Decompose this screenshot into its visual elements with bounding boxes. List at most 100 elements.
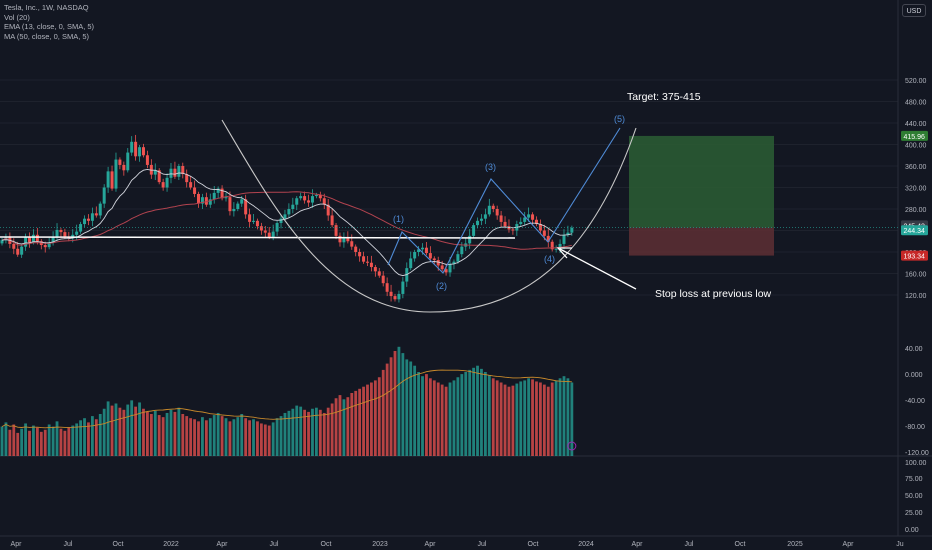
candle-body xyxy=(362,256,366,262)
candle xyxy=(193,180,197,198)
candle-body xyxy=(519,221,523,225)
volume-bar xyxy=(448,382,452,456)
candle-body xyxy=(220,188,224,199)
candle xyxy=(307,194,311,207)
volume-bar xyxy=(330,403,334,456)
candle xyxy=(413,249,417,262)
volume-bar xyxy=(12,424,16,456)
volume-bar xyxy=(216,412,220,456)
volume-bar xyxy=(468,369,472,456)
volume-bar xyxy=(322,412,326,456)
candle-body xyxy=(255,220,259,227)
volume-bar xyxy=(303,409,307,456)
volume-bar xyxy=(185,416,189,456)
candle xyxy=(200,193,204,209)
oscillator-tick-label: 25.00 xyxy=(905,510,923,517)
candle-body xyxy=(283,214,287,219)
volume-bar xyxy=(63,430,67,456)
support-line[interactable] xyxy=(0,236,516,239)
candle xyxy=(287,203,291,218)
candle xyxy=(342,232,346,248)
candle-body xyxy=(558,243,562,249)
candle-body xyxy=(546,235,550,242)
cup-curve[interactable] xyxy=(221,119,637,313)
candle-body xyxy=(204,197,208,205)
candle xyxy=(165,173,169,192)
candle-body xyxy=(263,230,267,233)
wave-count-line[interactable] xyxy=(387,127,621,274)
candle-body xyxy=(126,152,130,171)
candle-body xyxy=(393,296,397,300)
symbol-title[interactable]: Tesla, Inc., 1W, NASDAQ xyxy=(4,3,89,12)
candle-body xyxy=(491,205,495,209)
candle xyxy=(169,162,173,184)
volume-bar xyxy=(546,386,550,456)
candle xyxy=(377,268,381,278)
volume-bar xyxy=(425,374,428,456)
candle-body xyxy=(413,252,417,259)
candle-body xyxy=(444,269,448,273)
volume-bar xyxy=(318,409,322,456)
candle-body xyxy=(102,187,106,204)
volume-bar xyxy=(436,382,440,456)
candle-body xyxy=(94,213,98,216)
candle xyxy=(134,134,138,161)
candle-body xyxy=(212,192,216,200)
candle xyxy=(106,166,110,193)
candle-body xyxy=(173,168,177,177)
candle-body xyxy=(326,204,330,216)
volume-bar xyxy=(570,382,574,456)
volume-bar xyxy=(413,365,417,456)
time-tick-label: Apr xyxy=(632,541,644,548)
candle-body xyxy=(554,248,558,250)
candle-body xyxy=(358,252,362,257)
volume-bar xyxy=(236,417,240,456)
volume-bar xyxy=(55,421,59,456)
candle-body xyxy=(232,209,236,212)
wave-label-3: (3) xyxy=(485,162,496,172)
ma-indicator[interactable]: MA (50, close, 0, SMA, 5) xyxy=(4,31,90,41)
candle-body xyxy=(224,197,228,199)
candle xyxy=(491,203,495,213)
volume-bar xyxy=(90,416,94,456)
volume-bar xyxy=(531,379,534,456)
volume-indicator[interactable]: Vol (20) xyxy=(4,12,30,22)
candle xyxy=(476,217,480,229)
volume-bar xyxy=(366,384,369,456)
ema-indicator[interactable]: EMA (13, close, 0, SMA, 5) xyxy=(4,22,95,31)
candle-body xyxy=(208,199,212,205)
candle-body xyxy=(428,253,432,259)
candle-body xyxy=(47,242,51,248)
volume-bar xyxy=(401,353,405,456)
volume-bar xyxy=(299,406,303,456)
candle xyxy=(161,178,165,191)
candle-body xyxy=(456,254,460,262)
candle-body xyxy=(377,271,381,276)
time-tick-label: 2025 xyxy=(787,541,803,548)
candle-body xyxy=(495,209,499,216)
volume-bar xyxy=(71,425,75,456)
volume-bar xyxy=(499,382,503,456)
candle xyxy=(527,207,531,222)
candle-body xyxy=(534,219,538,225)
candle xyxy=(79,221,83,234)
candle-body xyxy=(397,293,401,300)
candle xyxy=(432,256,436,265)
candle xyxy=(173,161,177,179)
candle-body xyxy=(479,218,483,221)
candle-body xyxy=(291,204,295,209)
wave-label-2: (2) xyxy=(436,281,447,291)
candle-body xyxy=(240,199,244,204)
volume-bar xyxy=(527,378,531,456)
candle xyxy=(86,214,90,226)
candle-body xyxy=(259,226,263,231)
candle-body xyxy=(200,197,204,204)
volume-tick-label: -120.00 xyxy=(905,450,929,457)
candle xyxy=(369,255,373,272)
volume-bar xyxy=(326,407,330,456)
volume-bar xyxy=(149,414,153,456)
volume-bar xyxy=(542,384,546,456)
currency-button[interactable]: USD xyxy=(902,4,926,17)
candle xyxy=(554,245,558,253)
